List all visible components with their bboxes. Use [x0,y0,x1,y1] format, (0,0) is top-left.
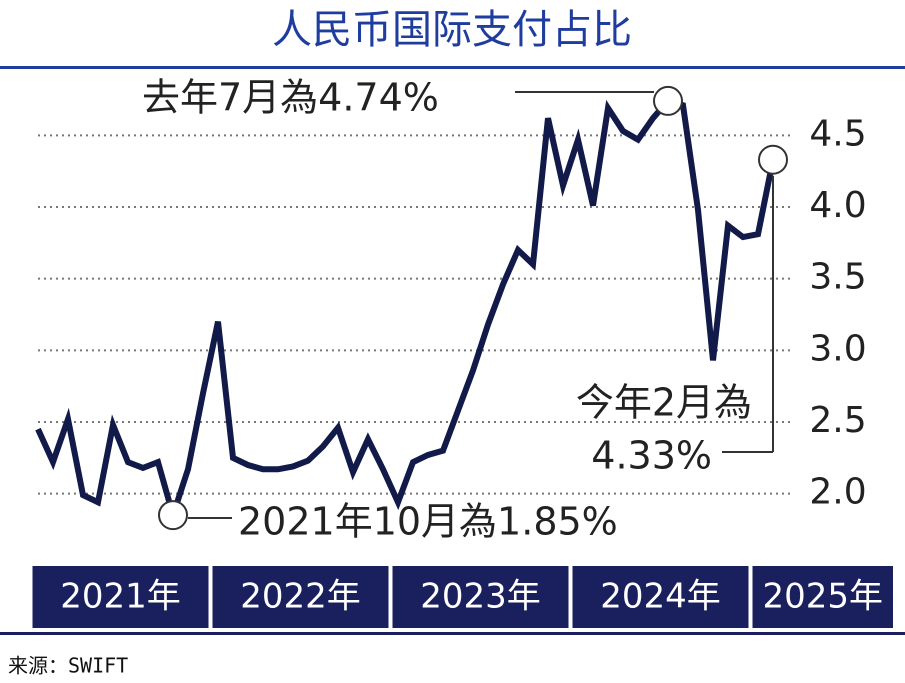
annotation: 去年7月為4.74% [142,76,439,120]
chart-title: 人民币国际支付占比 [272,7,632,53]
annotation: 4.33% [591,434,712,478]
point-marker [158,500,188,531]
year-box [572,566,749,628]
x-tick-label: 2025年 [762,577,883,617]
x-tick-label: 2023年 [420,577,541,617]
y-tick-label: 4.0 [809,185,866,226]
data-line [35,97,776,526]
x-tick-label: 2022年 [240,577,361,617]
annotation: 今年2月為 [576,381,752,425]
source: 来源：SWIFT [8,654,128,678]
x-tick-label: 2021年 [60,577,181,617]
year-box [212,566,389,628]
point-marker [758,144,788,175]
y-tick-label: 3.5 [809,257,866,298]
y-tick-label: 2.5 [809,400,866,441]
title-rule [0,66,905,69]
year-box [752,566,893,628]
x-tick-label: 2024年 [600,577,721,617]
annotation: 2021年10月為1.85% [238,500,618,544]
y-tick-label: 2.0 [809,472,866,513]
year-box [32,566,209,628]
point-marker [653,85,683,116]
y-tick-label: 3.0 [809,328,866,369]
year-box [392,566,569,628]
year-bar-rule [0,632,905,635]
y-tick-label: 4.5 [809,113,866,154]
